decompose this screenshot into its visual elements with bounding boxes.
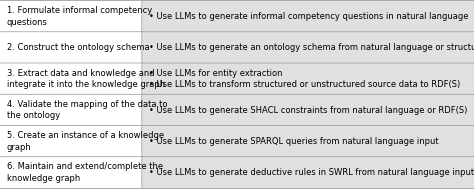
Text: • Use LLMs to generate an ontology schema from natural language or structured in: • Use LLMs to generate an ontology schem… (149, 43, 474, 52)
FancyBboxPatch shape (0, 125, 144, 157)
FancyBboxPatch shape (0, 32, 144, 64)
FancyBboxPatch shape (0, 63, 144, 95)
Text: • Use LLMs for entity extraction
• Use LLMs to transform structured or unstructu: • Use LLMs for entity extraction • Use L… (149, 69, 461, 89)
Text: 2. Construct the ontology schema: 2. Construct the ontology schema (7, 43, 149, 52)
FancyBboxPatch shape (142, 32, 474, 64)
FancyBboxPatch shape (0, 157, 144, 188)
Text: 6. Maintain and extend/complete the
knowledge graph: 6. Maintain and extend/complete the know… (7, 162, 163, 183)
Text: • Use LLMs to generate deductive rules in SWRL from natural language input: • Use LLMs to generate deductive rules i… (149, 168, 474, 177)
Text: • Use LLMs to generate SHACL constraints from natural language or RDF(S): • Use LLMs to generate SHACL constraints… (149, 106, 468, 115)
Text: 1. Formulate informal competency
questions: 1. Formulate informal competency questio… (7, 6, 152, 27)
FancyBboxPatch shape (142, 1, 474, 32)
FancyBboxPatch shape (142, 63, 474, 95)
Text: • Use LLMs to generate informal competency questions in natural language: • Use LLMs to generate informal competen… (149, 12, 469, 21)
FancyBboxPatch shape (142, 157, 474, 188)
Text: 5. Create an instance of a knowledge
graph: 5. Create an instance of a knowledge gra… (7, 131, 164, 152)
FancyBboxPatch shape (0, 94, 144, 126)
Text: 3. Extract data and knowledge and
integrate it into the knowledge graph: 3. Extract data and knowledge and integr… (7, 69, 165, 89)
FancyBboxPatch shape (0, 1, 144, 32)
Text: • Use LLMs to generate SPARQL queries from natural language input: • Use LLMs to generate SPARQL queries fr… (149, 137, 439, 146)
Text: 4. Validate the mapping of the data to
the ontology: 4. Validate the mapping of the data to t… (7, 100, 167, 120)
FancyBboxPatch shape (142, 94, 474, 126)
FancyBboxPatch shape (142, 125, 474, 157)
